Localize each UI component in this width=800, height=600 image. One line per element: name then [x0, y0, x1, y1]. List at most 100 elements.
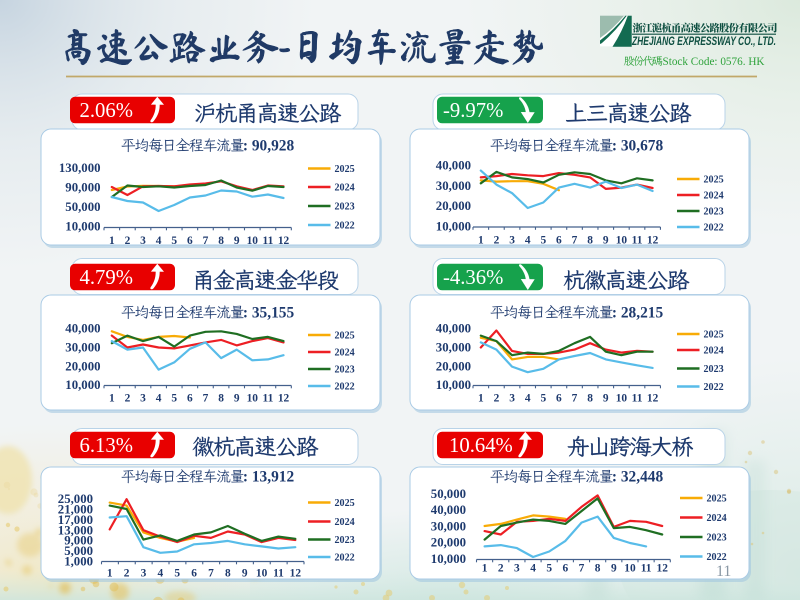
svg-text:9: 9 — [242, 568, 248, 580]
svg-text:30,000: 30,000 — [436, 179, 471, 193]
svg-text:7: 7 — [572, 393, 578, 405]
svg-text:3: 3 — [140, 235, 146, 247]
svg-text:7: 7 — [208, 568, 214, 580]
svg-text:: 32,448: : 32,448 — [612, 469, 664, 486]
svg-text:10: 10 — [616, 235, 628, 247]
svg-text:6: 6 — [191, 568, 197, 580]
svg-text:10,000: 10,000 — [431, 552, 466, 566]
svg-text:2022: 2022 — [704, 382, 724, 393]
svg-text:40,000: 40,000 — [431, 503, 466, 517]
svg-text:11: 11 — [632, 235, 643, 247]
svg-text:10: 10 — [624, 563, 636, 575]
svg-text:: 90,928: : 90,928 — [243, 137, 295, 154]
svg-text:10: 10 — [247, 235, 259, 247]
svg-text:90,000: 90,000 — [65, 181, 100, 195]
svg-text:2024: 2024 — [704, 191, 724, 202]
svg-text:11: 11 — [641, 563, 652, 575]
svg-text:10.64%: 10.64% — [449, 435, 513, 457]
svg-text:5: 5 — [171, 393, 177, 405]
svg-text:7: 7 — [203, 393, 209, 405]
svg-text:11: 11 — [273, 568, 284, 580]
svg-text:13,000: 13,000 — [58, 523, 93, 537]
svg-text:8: 8 — [587, 235, 593, 247]
svg-text:11: 11 — [632, 393, 643, 405]
svg-text:4.79%: 4.79% — [80, 267, 133, 289]
svg-text:10,000: 10,000 — [436, 378, 471, 392]
svg-text:2: 2 — [125, 393, 131, 405]
svg-text:2022: 2022 — [335, 382, 355, 393]
svg-text:9: 9 — [603, 235, 609, 247]
svg-text:2023: 2023 — [704, 364, 724, 375]
svg-text:2: 2 — [498, 563, 504, 575]
svg-text:6: 6 — [187, 393, 193, 405]
svg-text:2024: 2024 — [707, 513, 727, 524]
svg-text:9: 9 — [611, 563, 617, 575]
svg-text:2025: 2025 — [707, 494, 727, 505]
svg-text:5: 5 — [540, 393, 546, 405]
svg-text:2022: 2022 — [335, 553, 355, 564]
svg-text:2022: 2022 — [335, 221, 355, 232]
svg-text:8: 8 — [218, 393, 224, 405]
svg-text:1: 1 — [107, 568, 113, 580]
svg-text:40,000: 40,000 — [436, 159, 471, 173]
svg-text:2025: 2025 — [704, 175, 724, 186]
svg-text:9: 9 — [234, 393, 240, 405]
svg-text:2024: 2024 — [335, 348, 355, 359]
svg-text:2025: 2025 — [335, 164, 355, 175]
svg-text:7: 7 — [579, 563, 585, 575]
svg-text:11: 11 — [263, 235, 274, 247]
svg-text:4: 4 — [525, 393, 531, 405]
svg-text:2022: 2022 — [707, 552, 727, 563]
svg-text:1: 1 — [109, 235, 115, 247]
svg-text:-4.36%: -4.36% — [443, 267, 503, 289]
svg-text:7: 7 — [203, 235, 209, 247]
svg-text:12: 12 — [278, 235, 290, 247]
svg-text:12: 12 — [647, 393, 659, 405]
svg-text:2: 2 — [125, 235, 131, 247]
svg-text:8: 8 — [218, 235, 224, 247]
svg-text:4: 4 — [530, 563, 536, 575]
svg-text:17,000: 17,000 — [58, 513, 93, 527]
svg-text:2: 2 — [124, 568, 130, 580]
svg-text:5: 5 — [540, 235, 546, 247]
svg-text:5: 5 — [171, 235, 177, 247]
svg-text:6: 6 — [556, 393, 562, 405]
svg-text:: 30,678: : 30,678 — [612, 137, 664, 154]
svg-text:2024: 2024 — [335, 183, 355, 194]
svg-text:10,000: 10,000 — [65, 378, 100, 392]
svg-text:12: 12 — [278, 393, 290, 405]
svg-text:2023: 2023 — [335, 202, 355, 213]
svg-text:10,000: 10,000 — [65, 220, 100, 234]
svg-text:3: 3 — [140, 393, 146, 405]
svg-text:8: 8 — [595, 563, 601, 575]
svg-text:2022: 2022 — [704, 223, 724, 234]
svg-text:4: 4 — [156, 235, 162, 247]
svg-text:20,000: 20,000 — [431, 536, 466, 550]
svg-text:3: 3 — [509, 393, 515, 405]
svg-text:7: 7 — [572, 235, 578, 247]
svg-text:10: 10 — [256, 568, 268, 580]
svg-text:10: 10 — [247, 393, 259, 405]
svg-text:2025: 2025 — [335, 331, 355, 342]
svg-text:1: 1 — [478, 235, 484, 247]
svg-text:2025: 2025 — [704, 330, 724, 341]
svg-text:: 28,215: : 28,215 — [612, 304, 664, 321]
svg-text:6.13%: 6.13% — [80, 435, 133, 457]
svg-text:1: 1 — [478, 393, 484, 405]
svg-text:50,000: 50,000 — [431, 487, 466, 501]
svg-text:10,000: 10,000 — [436, 220, 471, 234]
svg-text:2: 2 — [494, 393, 500, 405]
svg-text:1: 1 — [482, 563, 488, 575]
svg-text:20,000: 20,000 — [436, 199, 471, 213]
svg-text:6: 6 — [556, 235, 562, 247]
svg-text:11: 11 — [263, 393, 274, 405]
svg-text:2: 2 — [494, 235, 500, 247]
svg-text:3: 3 — [514, 563, 520, 575]
svg-text:12: 12 — [290, 568, 302, 580]
svg-text:9: 9 — [234, 235, 240, 247]
svg-text:30,000: 30,000 — [65, 341, 100, 355]
svg-text:3: 3 — [141, 568, 147, 580]
svg-text:20,000: 20,000 — [436, 359, 471, 373]
svg-text:: 13,912: : 13,912 — [243, 469, 295, 486]
svg-text:4: 4 — [525, 235, 531, 247]
